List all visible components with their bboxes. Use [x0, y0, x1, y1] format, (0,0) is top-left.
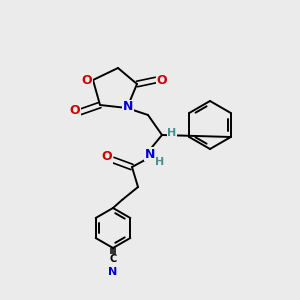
Text: N: N [108, 267, 118, 277]
Text: N: N [145, 148, 155, 160]
Text: O: O [157, 74, 167, 86]
Text: O: O [102, 151, 112, 164]
Text: C: C [110, 254, 117, 264]
Text: O: O [70, 104, 80, 118]
Text: O: O [82, 74, 92, 86]
Text: N: N [123, 100, 133, 113]
Text: H: H [167, 128, 177, 138]
Text: H: H [155, 157, 165, 167]
